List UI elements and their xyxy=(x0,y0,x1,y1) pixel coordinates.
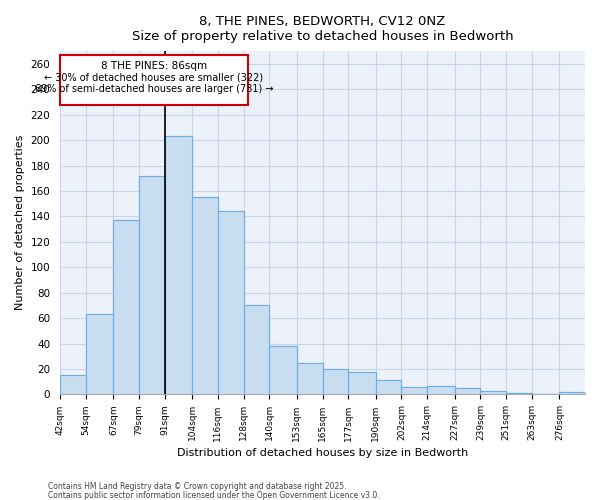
Title: 8, THE PINES, BEDWORTH, CV12 0NZ
Size of property relative to detached houses in: 8, THE PINES, BEDWORTH, CV12 0NZ Size of… xyxy=(132,15,514,43)
Text: Contains public sector information licensed under the Open Government Licence v3: Contains public sector information licen… xyxy=(48,490,380,500)
Text: 69% of semi-detached houses are larger (731) →: 69% of semi-detached houses are larger (… xyxy=(35,84,273,94)
Bar xyxy=(60,55,248,104)
Text: Contains HM Land Registry data © Crown copyright and database right 2025.: Contains HM Land Registry data © Crown c… xyxy=(48,482,347,491)
Text: ← 30% of detached houses are smaller (322): ← 30% of detached houses are smaller (32… xyxy=(44,72,263,83)
Text: 8 THE PINES: 86sqm: 8 THE PINES: 86sqm xyxy=(101,62,207,72)
X-axis label: Distribution of detached houses by size in Bedworth: Distribution of detached houses by size … xyxy=(177,448,468,458)
Y-axis label: Number of detached properties: Number of detached properties xyxy=(15,135,25,310)
